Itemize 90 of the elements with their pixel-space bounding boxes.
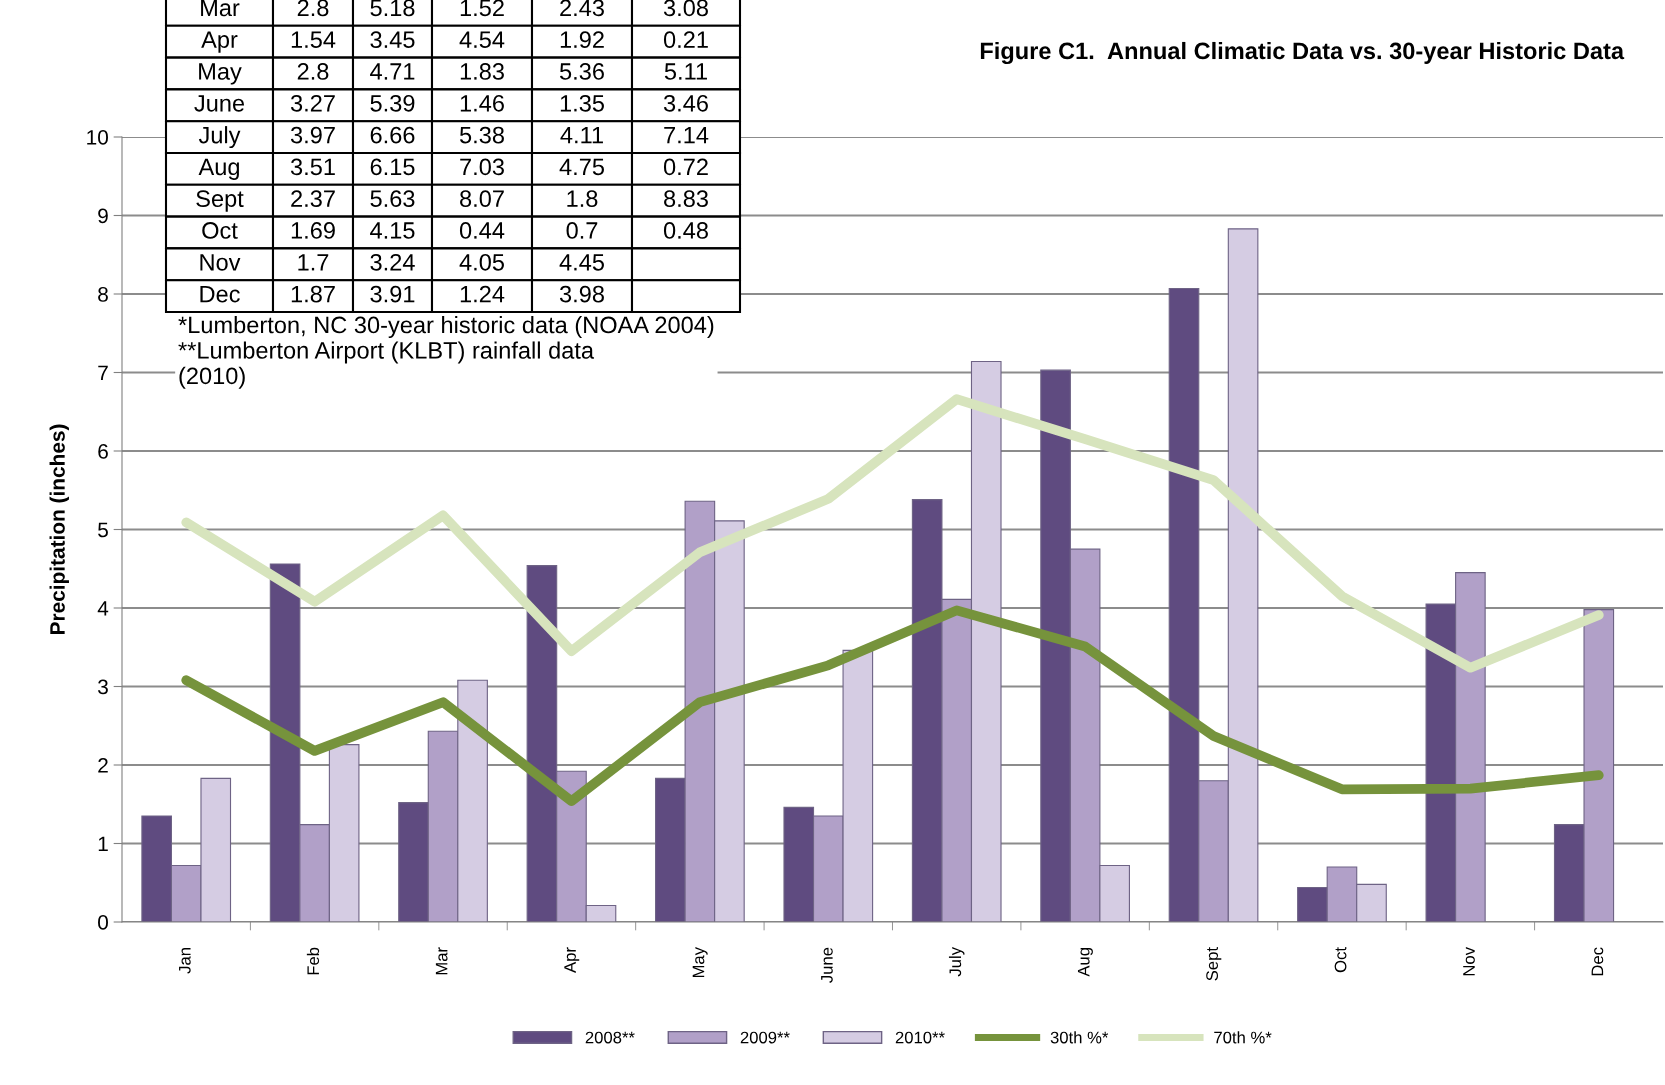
data-label: 2.43 [560,0,604,17]
data-label: 1.8 [567,190,598,208]
category-label: June [194,95,245,112]
data-label: 1.52 [460,0,504,17]
legend-label: 2010** [895,1031,945,1044]
data-label: 7.03 [460,158,504,176]
y-tick-label: 3 [98,679,108,695]
y-axis-title: Precipitation (inches) [49,424,69,635]
x-tick-label: Mar [435,947,448,975]
x-tick-label: Sept [1206,947,1222,981]
category-label: Sept [196,190,244,212]
data-label: 3.97 [290,126,335,144]
y-tick-label: 4 [97,601,109,616]
legend-label: 70th %* [1214,1031,1272,1044]
category-label: May [199,63,242,85]
category-label: Oct [202,222,238,239]
data-label: 1.83 [460,63,504,80]
y-tick-label: 5 [98,522,108,538]
data-label: 6.66 [370,126,415,144]
data-label: 8.07 [460,190,504,208]
data-label: 5.38 [459,126,504,144]
data-label: 3.45 [370,31,415,49]
category-label: Nov [200,254,241,271]
data-label: 2.8 [297,63,329,80]
x-tick-label: May [692,947,708,978]
legend-label: 2008** [585,1031,635,1044]
chart-title: Figure C1. Annual Climatic Data vs. 30-year Historic Data [980,41,1625,65]
data-label: 6.15 [370,158,415,176]
data-label: 3.98 [559,285,604,303]
x-tick-label: Jan [179,948,191,974]
data-label: 5.11 [664,63,707,80]
data-label: 0.21 [663,31,708,49]
y-tick-label: 0 [98,915,108,930]
y-tick-label: 8 [98,287,108,302]
category-label: Mar [201,0,240,17]
category-label: Apr [201,31,238,53]
data-label: 0.48 [663,222,708,239]
x-tick-label: Dec [1591,947,1604,976]
data-label: 5.63 [370,190,415,208]
data-label: 4.11 [560,126,603,144]
data-label: 0.7 [566,222,598,239]
x-tick-label: Aug [1077,948,1093,977]
data-label: 3.08 [663,0,708,17]
data-label: 0.44 [459,222,505,239]
data-label: 5.39 [370,94,415,112]
data-label: 3.46 [663,94,708,112]
data-label: 3.51 [290,158,335,176]
y-tick-label: 10 [87,130,108,145]
data-label: 3.24 [370,253,415,271]
x-tick-label: Oct [1334,947,1347,973]
category-label: Dec [200,285,240,303]
data-label: 2.8 [297,0,329,17]
y-tick-label: 2 [98,758,108,773]
annotation: **Lumberton Airport (KLBT) rainfall data (2010) [178,341,595,389]
data-label: 4.75 [559,158,604,176]
data-label: 4.45 [559,254,604,271]
x-tick-label: June [821,947,833,983]
data-label: 4.15 [370,222,415,239]
legend-label: 2009** [740,1031,790,1044]
data-label: 1.35 [560,94,604,112]
x-tick-label: Apr [564,947,580,973]
data-label: 0.72 [663,158,708,176]
y-tick-label: 6 [98,444,108,459]
y-tick-label: 7 [98,365,108,381]
data-label: 8.83 [664,190,708,208]
x-tick-label: July [948,947,965,977]
data-label: 4.54 [459,31,505,49]
data-label: 4.71 [370,63,415,80]
data-label: 3.91 [370,285,415,303]
category-label: Aug [198,158,239,180]
data-label: 2.37 [291,190,335,208]
y-tick-label: 9 [98,208,108,224]
data-label: 5.36 [559,63,604,80]
data-label: 4.05 [459,253,504,271]
data-label: 1.87 [291,285,335,303]
category-label: July [198,126,241,149]
data-label: 1.54 [291,31,336,49]
data-label: 1.24 [460,285,505,303]
legend-label: 30th %* [1050,1031,1109,1044]
data-label: 1.46 [460,94,504,112]
annotation: *Lumberton, NC 30-year historic data (NOAA 2004) [178,316,714,339]
data-label: 1.7 [298,254,329,271]
data-label: 3.27 [290,94,335,112]
data-label: 1.92 [560,31,604,49]
x-tick-label: Feb [306,947,320,975]
x-tick-label: Nov [1463,947,1475,976]
data-label: 7.14 [664,126,709,144]
data-label: 1.69 [291,222,335,239]
y-tick-label: 1 [98,836,108,852]
data-label: 5.18 [370,0,415,17]
